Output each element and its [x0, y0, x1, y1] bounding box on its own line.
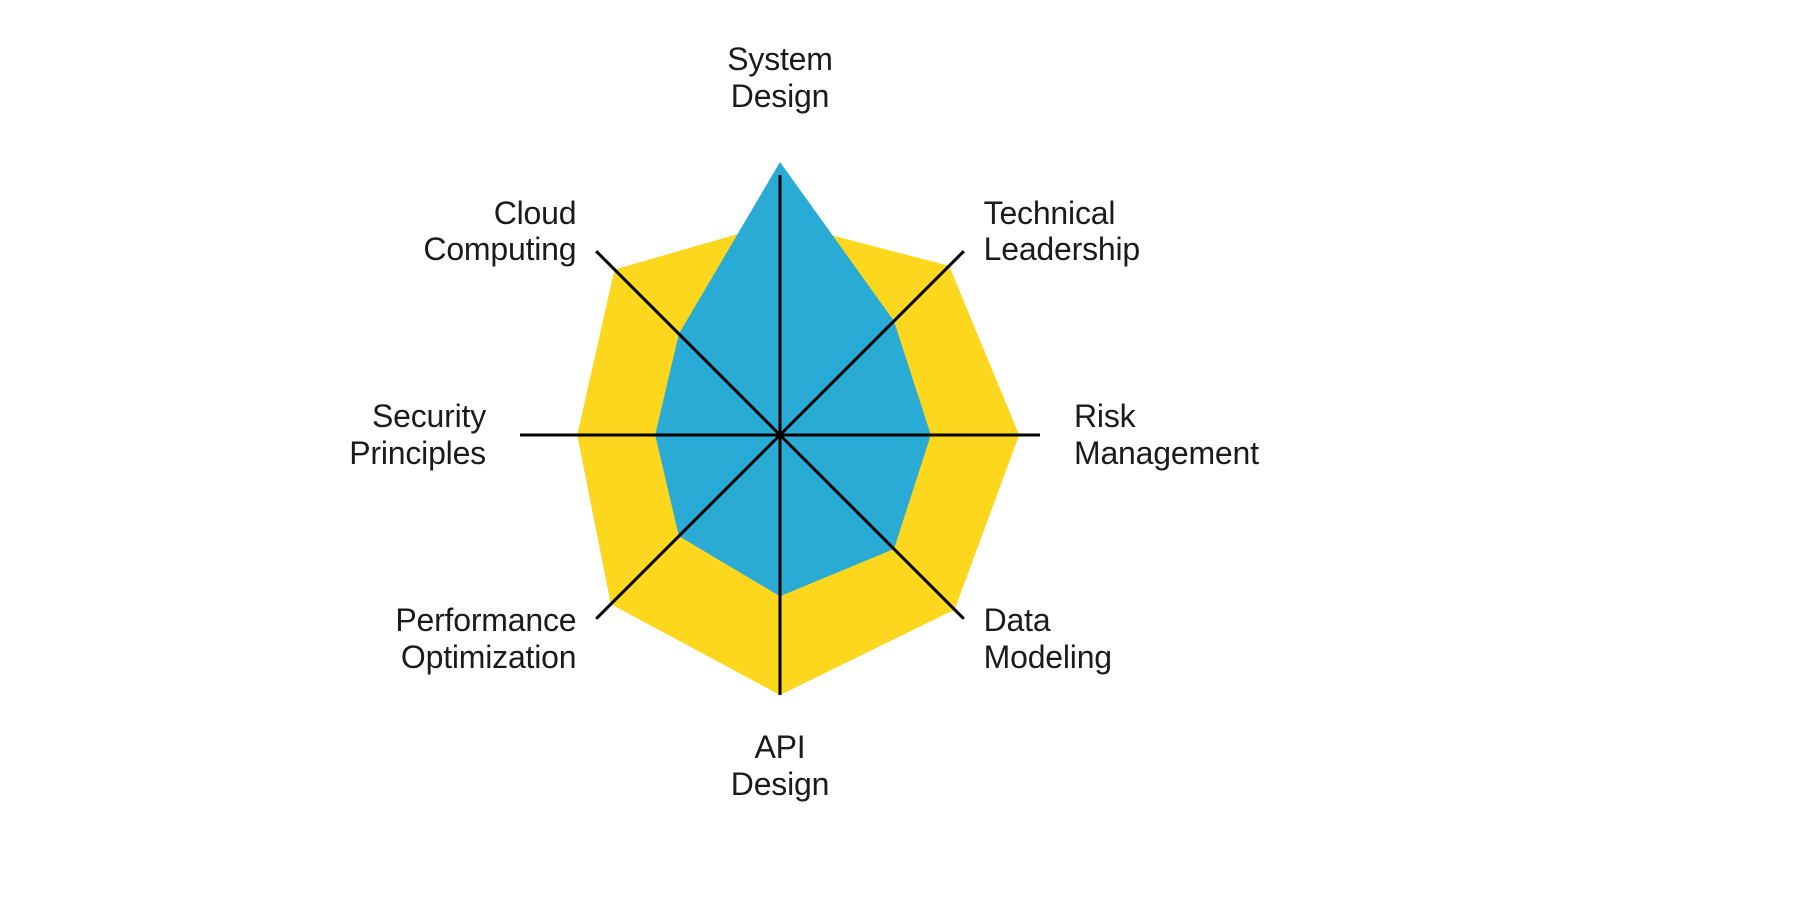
radar-axis-label: Performance Optimization	[395, 602, 576, 676]
radar-axis-label: Technical Leadership	[984, 195, 1140, 269]
radar-axis-label: Cloud Computing	[423, 195, 576, 269]
radar-series-inner	[655, 162, 931, 596]
radar-axis-label: Security Principles	[349, 398, 486, 472]
radar-axis-label: Data Modeling	[984, 602, 1112, 676]
radar-axis-label: Risk Management	[1074, 398, 1259, 472]
radar-axis-label: System Design	[727, 41, 833, 115]
radar-chart-svg	[0, 0, 1800, 900]
radar-chart-stage: System Design Technical Leadership Risk Ma…	[0, 0, 1800, 900]
radar-axis-label: API Design	[731, 729, 829, 803]
